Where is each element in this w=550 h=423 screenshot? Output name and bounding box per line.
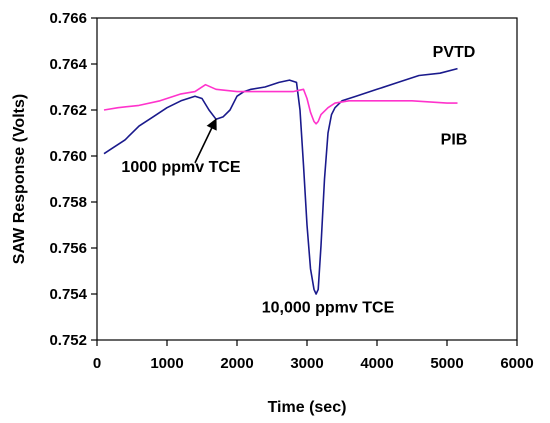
x-axis-title: Time (sec)	[268, 399, 347, 416]
x-tick-label: 6000	[500, 355, 533, 372]
x-tick-label: 3000	[290, 355, 323, 372]
series-layer	[103, 67, 458, 295]
y-tick-label: 0.758	[49, 194, 87, 211]
x-tick-label: 2000	[220, 355, 253, 372]
y-axis-title: SAW Response (Volts)	[11, 94, 28, 264]
annotation-arrow	[194, 118, 217, 164]
y-tick-label: 0.766	[49, 10, 87, 27]
axes: 0.752 0.754 0.756 0.758 0.760 0.762 0.764 0.766…	[49, 10, 533, 372]
annotations: PVTD PIB 1000 ppmv TCE 10,000 ppmv TCE	[121, 44, 475, 316]
series-line-pvtd	[103, 67, 458, 295]
y-tick-label: 0.762	[49, 102, 87, 119]
annotation-label: 1000 ppmv TCE	[121, 159, 240, 176]
annotation-label: PIB	[441, 132, 468, 149]
y-tick-label: 0.752	[49, 332, 87, 349]
plot-frame	[96, 17, 518, 341]
y-tick-label: 0.764	[49, 56, 87, 73]
x-tick-label: 1000	[150, 355, 183, 372]
annotation-label: 10,000 ppmv TCE	[262, 299, 395, 316]
x-tick-label: 4000	[360, 355, 393, 372]
x-tick-label: 0	[93, 355, 101, 372]
x-tick-label: 5000	[430, 355, 463, 372]
y-tick-label: 0.760	[49, 148, 87, 165]
annotation-label: PVTD	[433, 44, 476, 61]
y-tick-label: 0.754	[49, 286, 87, 303]
series-line-pib	[103, 83, 458, 125]
y-tick-label: 0.756	[49, 240, 87, 257]
